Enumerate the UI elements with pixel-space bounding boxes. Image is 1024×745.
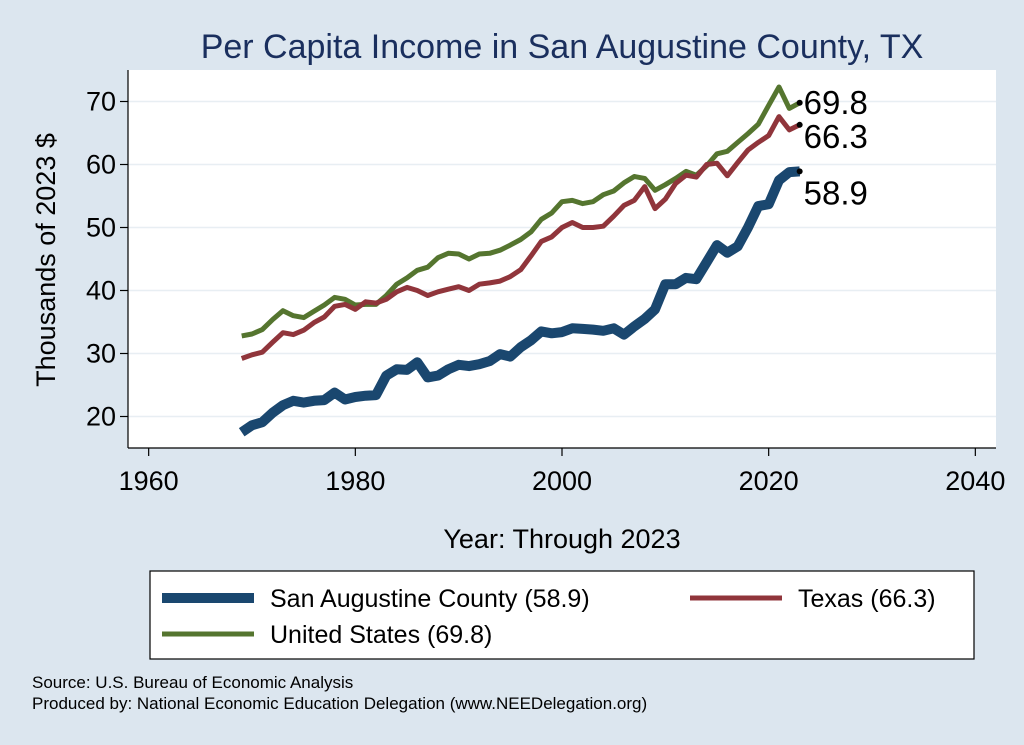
legend: San Augustine County (58.9) Texas (66.3) U… <box>162 585 936 649</box>
series-line-0 <box>238 166 801 437</box>
produced-note: Produced by: National Economic Education… <box>32 694 647 713</box>
end-point-marker <box>796 168 803 175</box>
series-line-1 <box>240 114 801 361</box>
legend-label: San Augustine County (58.9) <box>270 585 590 613</box>
end-value-label: 58.9 <box>804 174 868 211</box>
chart-title: Per Capita Income in San Augustine Count… <box>201 28 924 66</box>
end-value-label: 69.8 <box>804 84 868 121</box>
series-lines <box>238 84 801 437</box>
y-tick-label: 20 <box>86 402 116 432</box>
x-ticks: 1960 1980 2000 2020 2040 <box>119 448 1005 496</box>
legend-label: Texas (66.3) <box>798 585 936 613</box>
x-tick-label: 1960 <box>119 466 179 496</box>
y-tick-label: 60 <box>86 150 116 180</box>
y-tick-label: 40 <box>86 276 116 306</box>
x-axis-title: Year: Through 2023 <box>443 524 680 554</box>
legend-box <box>149 570 975 660</box>
y-tick-label: 70 <box>86 87 116 117</box>
x-tick-label: 2000 <box>532 466 592 496</box>
x-tick-label: 2040 <box>945 466 1005 496</box>
y-tick-label: 30 <box>86 339 116 369</box>
end-labels: 58.9 66.369.8 <box>796 84 868 211</box>
end-value-label: 66.3 <box>804 118 868 155</box>
end-point-marker <box>796 121 803 128</box>
x-tick-label: 2020 <box>739 466 799 496</box>
x-tick-label: 1980 <box>325 466 385 496</box>
plot-area <box>128 70 996 448</box>
legend-label: United States (69.8) <box>270 621 492 649</box>
y-tick-label: 50 <box>86 213 116 243</box>
source-note: Source: U.S. Bureau of Economic Analysis <box>32 673 353 692</box>
y-axis-title: Thousands of 2023 $ <box>31 133 61 387</box>
end-point-marker <box>796 99 803 106</box>
y-ticks: 20 30 40 50 60 70 <box>86 87 128 432</box>
